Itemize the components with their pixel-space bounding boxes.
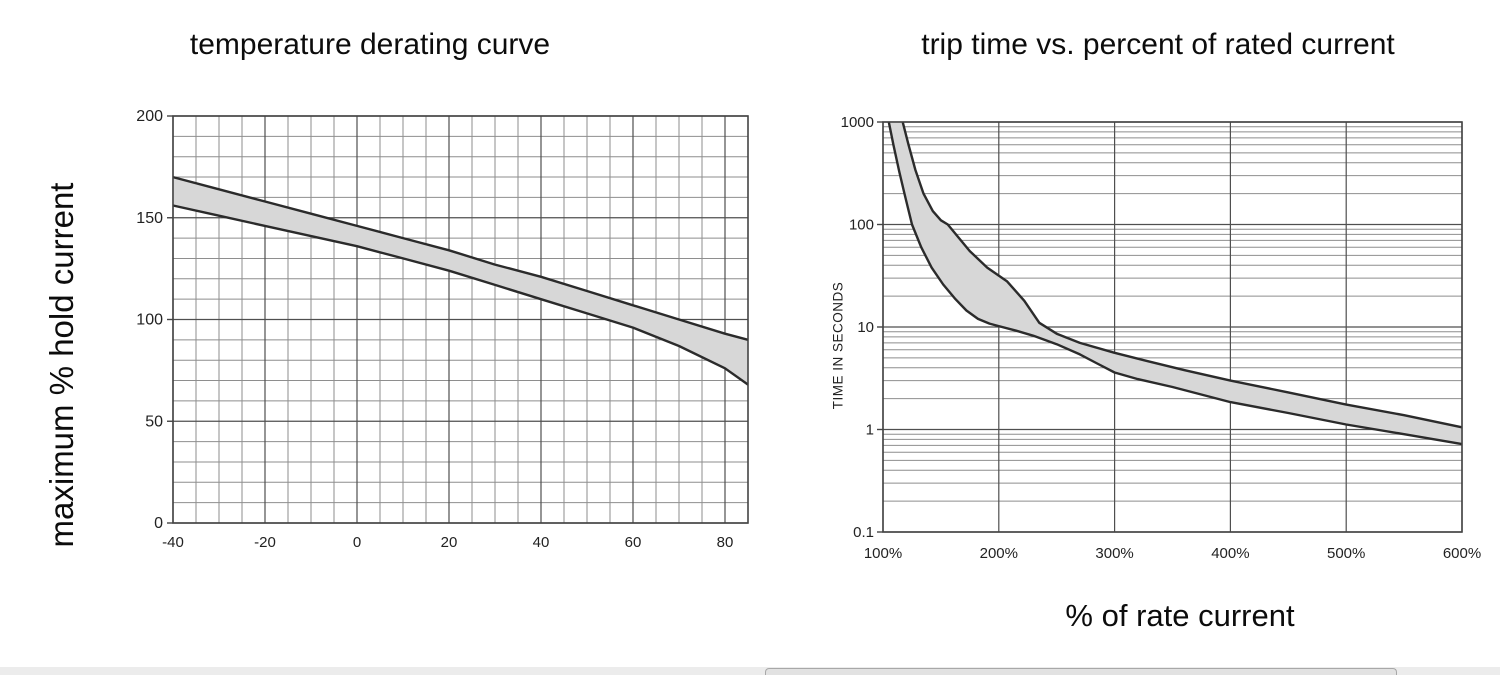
trip-chart-title: trip time vs. percent of rated current bbox=[921, 28, 1395, 61]
svg-text:600%: 600% bbox=[1443, 545, 1481, 562]
cropped-content-strip bbox=[0, 667, 1500, 675]
svg-text:100: 100 bbox=[136, 312, 163, 329]
svg-text:0: 0 bbox=[353, 534, 361, 551]
svg-text:1: 1 bbox=[866, 422, 874, 439]
svg-text:60: 60 bbox=[625, 534, 642, 551]
derating-chart-title: temperature derating curve bbox=[189, 28, 551, 61]
trip-x-axis-label: % of rate current bbox=[1065, 598, 1295, 633]
svg-text:100: 100 bbox=[849, 217, 874, 234]
cropped-element-edge bbox=[765, 668, 1397, 675]
trip-time-chart: 1000 100 10 1 0.1 100% 200% 300% 400% 500% 600% bbox=[841, 114, 1482, 562]
svg-text:300%: 300% bbox=[1095, 545, 1133, 562]
svg-text:40: 40 bbox=[533, 534, 550, 551]
svg-text:0: 0 bbox=[154, 515, 163, 532]
svg-text:-20: -20 bbox=[254, 534, 276, 551]
svg-text:400%: 400% bbox=[1211, 545, 1249, 562]
derating-y-axis-label: maximum % hold current bbox=[43, 182, 80, 548]
svg-text:200: 200 bbox=[136, 108, 163, 125]
svg-text:200%: 200% bbox=[980, 545, 1018, 562]
svg-text:10: 10 bbox=[857, 319, 874, 336]
svg-text:0.1: 0.1 bbox=[853, 524, 874, 541]
svg-text:80: 80 bbox=[717, 534, 734, 551]
svg-text:150: 150 bbox=[136, 210, 163, 227]
svg-text:500%: 500% bbox=[1327, 545, 1365, 562]
svg-text:100%: 100% bbox=[864, 545, 902, 562]
temperature-derating-chart: 0 50 100 150 200 -40 -20 0 20 40 60 80 bbox=[136, 108, 749, 551]
svg-text:50: 50 bbox=[145, 413, 163, 430]
svg-text:-40: -40 bbox=[162, 534, 184, 551]
svg-text:1000: 1000 bbox=[841, 114, 874, 131]
svg-text:20: 20 bbox=[441, 534, 458, 551]
